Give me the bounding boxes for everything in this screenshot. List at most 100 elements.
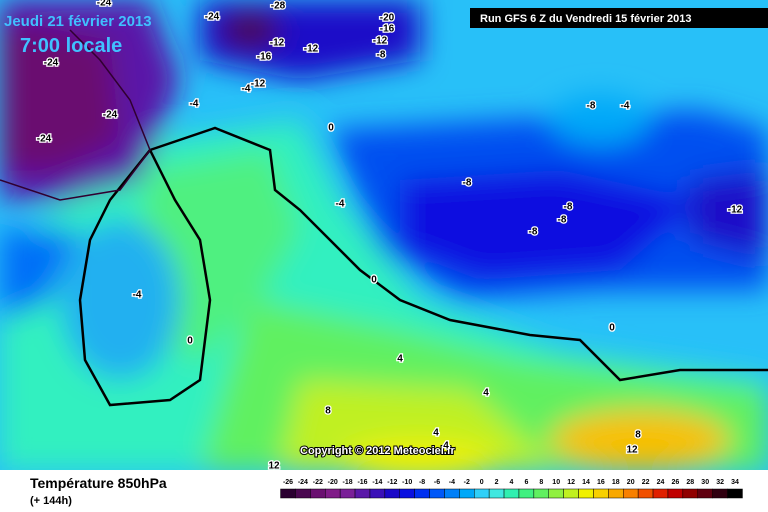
- contour-label: -12: [270, 38, 285, 49]
- contour-label: -4: [621, 101, 630, 112]
- legend-swatch: [518, 488, 535, 499]
- contour-label: 8: [635, 430, 641, 441]
- legend-swatch: [399, 488, 415, 499]
- legend-swatch: [548, 488, 564, 499]
- contour-label: -12: [304, 44, 319, 55]
- contour-label: 4: [443, 441, 449, 452]
- contour-label: -4: [336, 199, 345, 210]
- legend-tick-label: 8: [539, 479, 543, 486]
- legend-tick-label: -22: [313, 479, 323, 486]
- contour-label: -4: [190, 99, 199, 110]
- legend-tick-label: 2: [495, 479, 499, 486]
- footer-subtitle: (+ 144h): [30, 495, 72, 507]
- legend-tick-label: -16: [357, 479, 367, 486]
- legend-tick-label: 14: [582, 479, 590, 486]
- legend-tick-label: 30: [701, 479, 709, 486]
- legend-swatch: [682, 488, 698, 499]
- contour-label: -4: [242, 84, 251, 95]
- contour-label: -12: [251, 79, 266, 90]
- legend-tick-label: 18: [612, 479, 620, 486]
- legend-swatch: [593, 488, 609, 499]
- contour-label: 0: [187, 336, 193, 347]
- legend-tick-label: 26: [672, 479, 680, 486]
- legend-swatch: [384, 488, 401, 499]
- contour-label: -12: [373, 36, 388, 47]
- coastline: [149, 126, 768, 382]
- legend-swatch: [354, 488, 371, 499]
- coastline: [78, 149, 212, 407]
- legend-swatch: [667, 488, 684, 499]
- contour-label: 8: [325, 406, 331, 417]
- contour-label: 0: [371, 275, 377, 286]
- date-label: Jeudi 21 février 2013: [4, 13, 152, 30]
- legend-tick-label: -2: [464, 479, 470, 486]
- legend-swatch: [295, 488, 311, 499]
- legend-tick-label: 16: [597, 479, 605, 486]
- time-label: 7:00 locale: [20, 35, 122, 57]
- legend-swatch: [533, 488, 549, 499]
- contour-label: 0: [609, 323, 615, 334]
- contour-label: -12: [728, 205, 743, 216]
- contour-label: -8: [529, 227, 538, 238]
- legend-tick-label: 12: [567, 479, 575, 486]
- legend-tick-label: 20: [627, 479, 635, 486]
- contour-label: -24: [97, 0, 112, 9]
- legend-tick-label: 22: [642, 479, 650, 486]
- contour-label: -8: [377, 50, 386, 61]
- legend-tick-label: 34: [731, 479, 739, 486]
- legend-swatch: [280, 488, 296, 499]
- contour-label: 4: [483, 388, 489, 399]
- contour-label: -24: [44, 58, 59, 69]
- contour-label: -8: [463, 178, 472, 189]
- legend-tick-label: 4: [510, 479, 514, 486]
- coastline: [0, 29, 151, 201]
- legend-swatch: [712, 488, 728, 499]
- legend-tick-label: -4: [449, 479, 455, 486]
- legend-swatch: [310, 488, 326, 499]
- legend-swatch: [652, 488, 669, 499]
- legend-tick-label: 28: [686, 479, 694, 486]
- legend-tick-label: -18: [343, 479, 353, 486]
- contour-label: -24: [205, 12, 220, 23]
- contour-label: -20: [380, 13, 395, 24]
- footer-title: Température 850hPa: [30, 475, 167, 491]
- legend-swatch: [623, 488, 639, 499]
- legend-swatch: [474, 488, 490, 499]
- contour-label: -16: [380, 24, 395, 35]
- legend-swatch: [414, 488, 430, 499]
- legend-swatch: [325, 488, 341, 499]
- contour-label: -8: [587, 101, 596, 112]
- contour-label: -4: [133, 290, 142, 301]
- legend-swatch: [503, 488, 520, 499]
- legend-tick-label: 24: [657, 479, 665, 486]
- map-field: [0, 0, 768, 470]
- contour-label: 12: [268, 461, 280, 472]
- legend-swatch: [369, 488, 386, 499]
- legend-tick-label: 10: [552, 479, 560, 486]
- legend-swatch: [637, 488, 654, 499]
- legend-swatch: [697, 488, 713, 499]
- contour-label: 4: [433, 428, 439, 439]
- legend-swatch: [563, 488, 579, 499]
- legend-swatch: [488, 488, 505, 499]
- contour-label: -24: [103, 110, 118, 121]
- legend-tick-label: -20: [328, 479, 338, 486]
- legend-tick-label: 0: [480, 479, 484, 486]
- contour-label: 0: [328, 123, 334, 134]
- legend-tick-label: -14: [372, 479, 382, 486]
- legend-swatch: [459, 488, 475, 499]
- legend-swatch: [578, 488, 594, 499]
- legend-swatch: [339, 488, 356, 499]
- run-box: [470, 8, 768, 28]
- contour-label: -16: [257, 52, 272, 63]
- contour-label: -8: [558, 215, 567, 226]
- contour-label: 12: [626, 445, 638, 456]
- legend-tick-label: -10: [402, 479, 412, 486]
- contour-label: -28: [271, 1, 286, 12]
- legend-swatch: [608, 488, 624, 499]
- contour-label: -24: [37, 134, 52, 145]
- legend-tick-label: -8: [419, 479, 425, 486]
- legend-tick-label: 6: [524, 479, 528, 486]
- legend-tick-label: 32: [716, 479, 724, 486]
- legend-tick-label: -26: [283, 479, 293, 486]
